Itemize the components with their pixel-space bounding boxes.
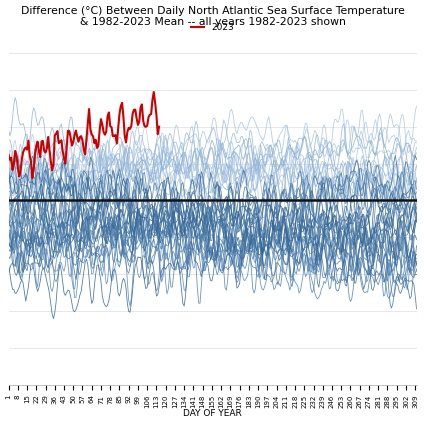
Title: Difference (°C) Between Daily North Atlantic Sea Surface Temperature
& 1982-2023: Difference (°C) Between Daily North Atla… bbox=[21, 6, 404, 27]
X-axis label: DAY OF YEAR: DAY OF YEAR bbox=[183, 410, 242, 418]
Legend: 2023: 2023 bbox=[187, 19, 238, 36]
